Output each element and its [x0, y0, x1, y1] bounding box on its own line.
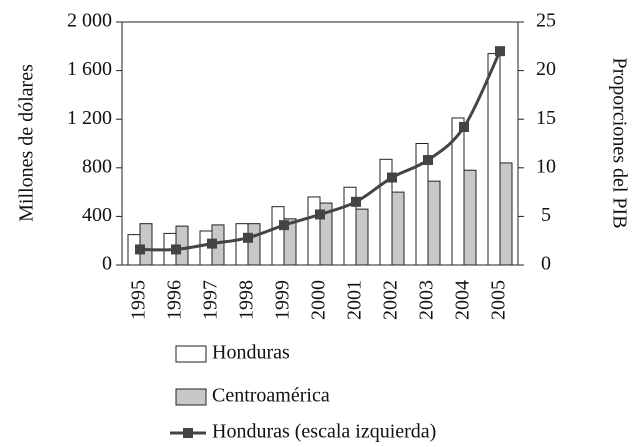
x-tick-label: 2000: [308, 280, 330, 320]
y2-tick-label: 15: [536, 107, 556, 129]
x-tick-label: 2005: [488, 280, 510, 320]
x-tick-label: 1999: [272, 280, 294, 320]
y2-tick-label: 10: [536, 155, 556, 177]
y-axis-title: Millones de dólares: [16, 64, 38, 222]
legend-marker: [183, 428, 193, 438]
x-tick-label: 2002: [380, 280, 402, 320]
line-marker: [459, 121, 469, 132]
legend-label: Honduras (escala izquierda): [212, 421, 436, 443]
legend-swatch: [175, 388, 207, 406]
line-marker: [351, 196, 361, 207]
line-marker: [207, 238, 217, 249]
y-tick-label: 400: [82, 204, 112, 226]
bar: [355, 208, 369, 266]
bar: [235, 223, 249, 266]
y2-tick-label: 20: [536, 58, 556, 80]
bar: [307, 196, 321, 266]
x-tick-label: 2003: [416, 280, 438, 320]
line-marker: [279, 220, 289, 231]
y2-tick-label: 0: [541, 253, 551, 275]
x-tick-label: 1997: [200, 280, 222, 320]
x-tick-label: 2001: [344, 280, 366, 320]
bar: [391, 191, 405, 266]
x-tick-label: 1996: [164, 280, 186, 320]
bar: [463, 169, 477, 266]
bar: [487, 53, 501, 266]
bar: [271, 206, 285, 266]
legend-label: Centroamérica: [212, 385, 330, 407]
y-tick-label: 800: [82, 155, 112, 177]
line-marker: [171, 244, 181, 255]
y-tick-label: 1 600: [67, 58, 112, 80]
legend-swatch: [175, 345, 207, 363]
line-marker: [387, 172, 397, 183]
y-tick-label: 1 200: [67, 107, 112, 129]
line-marker: [135, 244, 145, 255]
bar: [139, 223, 153, 266]
x-tick-label: 2004: [452, 280, 474, 320]
bar: [283, 218, 297, 266]
y2-tick-label: 25: [536, 10, 556, 32]
legend-label: Honduras: [212, 342, 290, 364]
y2-tick-label: 5: [541, 204, 551, 226]
y-tick-label: 0: [102, 253, 112, 275]
line-marker: [243, 232, 253, 243]
bar: [247, 223, 261, 266]
x-tick-label: 1995: [128, 280, 150, 320]
line-marker: [423, 155, 433, 166]
bar: [499, 162, 513, 266]
line-marker: [315, 209, 325, 220]
y2-axis-title: Proporciones del PIB: [608, 57, 630, 228]
x-tick-label: 1998: [236, 280, 258, 320]
bar: [427, 180, 441, 266]
line-marker: [495, 46, 505, 57]
y-tick-label: 2 000: [67, 10, 112, 32]
